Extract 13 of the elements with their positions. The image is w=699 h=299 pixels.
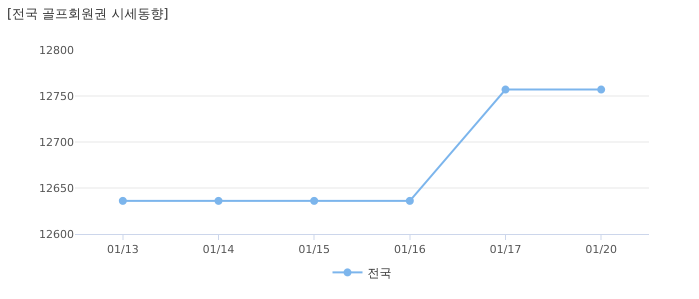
chart-title: [전국 골프회원권 시세동향] bbox=[6, 7, 168, 22]
x-tick-label: 01/14 bbox=[202, 243, 234, 256]
x-tick-label: 01/16 bbox=[394, 243, 426, 256]
x-tick-label: 01/15 bbox=[298, 243, 330, 256]
y-tick-label: 12750 bbox=[39, 90, 74, 103]
x-tick-label: 01/17 bbox=[490, 243, 522, 256]
y-tick-label: 12600 bbox=[39, 228, 74, 241]
y-tick-label: 12650 bbox=[39, 182, 74, 195]
y-tick-label: 12800 bbox=[39, 44, 74, 57]
x-tick-label: 01/13 bbox=[106, 243, 139, 256]
y-tick-label: 12700 bbox=[39, 136, 74, 149]
x-tick-label: 01/20 bbox=[585, 243, 618, 256]
legend-label: 전국 bbox=[368, 266, 392, 280]
